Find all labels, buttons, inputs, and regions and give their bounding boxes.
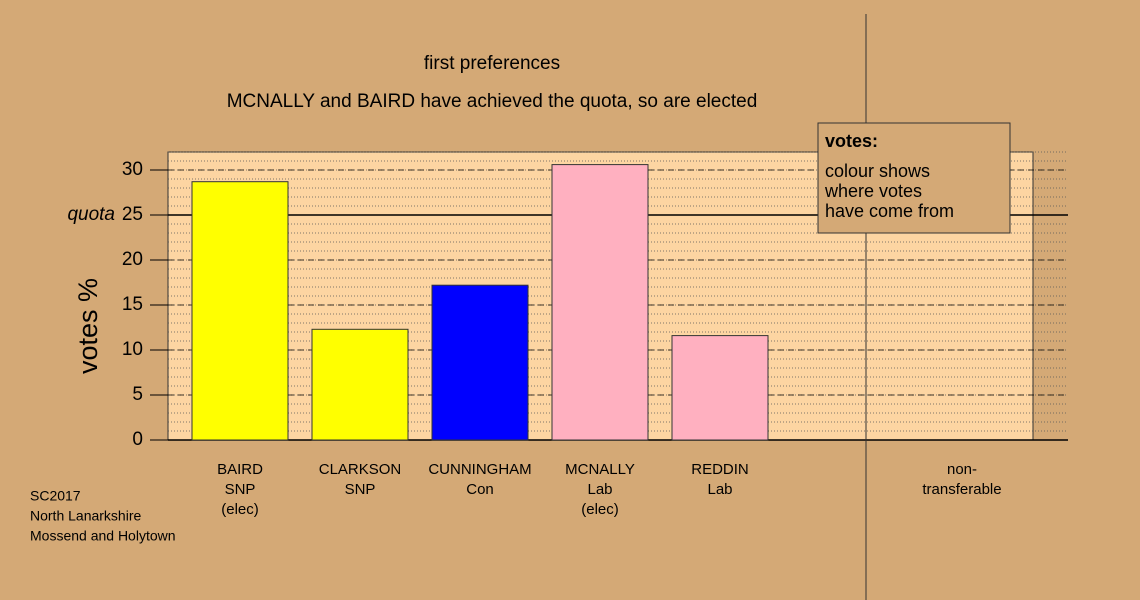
x-tick-label: Con	[466, 481, 494, 498]
x-tick-label: CLARKSON	[319, 461, 402, 478]
y-tick-label: 10	[122, 339, 143, 360]
x-tick-label: (elec)	[581, 501, 619, 518]
legend-text: colour shows	[825, 161, 930, 181]
x-tick-label: non-	[947, 461, 977, 478]
source-text: Mossend and Holytown	[30, 528, 176, 544]
bar	[191, 181, 289, 441]
bar	[431, 284, 529, 441]
bar	[671, 335, 769, 441]
y-tick-label: 0	[132, 429, 143, 450]
legend-box	[817, 122, 1011, 234]
y-tick-label: 15	[122, 294, 143, 315]
y-axis-title: votes %	[73, 278, 103, 374]
quota-label: quota	[67, 204, 115, 225]
bar	[551, 164, 649, 441]
x-tick-label: transferable	[922, 481, 1001, 498]
bar	[311, 328, 409, 441]
y-tick-label: 30	[122, 159, 143, 180]
x-tick-label: SNP	[345, 481, 376, 498]
source-text: North Lanarkshire	[30, 508, 141, 524]
x-tick-label: SNP	[225, 481, 256, 498]
x-tick-label: Lab	[587, 481, 612, 498]
legend-title: votes:	[825, 131, 878, 151]
x-tick-label: BAIRD	[217, 461, 263, 478]
y-tick-label: 25	[122, 204, 143, 225]
y-tick-label: 5	[132, 384, 143, 405]
legend-text: where votes	[824, 181, 922, 201]
y-tick-label: 20	[122, 249, 143, 270]
x-tick-label: Lab	[707, 481, 732, 498]
x-tick-label: CUNNINGHAM	[428, 461, 531, 478]
x-tick-label: MCNALLY	[565, 461, 635, 478]
chart-subtitle: MCNALLY and BAIRD have achieved the quot…	[227, 91, 758, 112]
x-tick-label: (elec)	[221, 501, 259, 518]
x-tick-label: REDDIN	[691, 461, 749, 478]
source-text: SC2017	[30, 488, 81, 504]
chart-title: first preferences	[424, 53, 560, 74]
legend-text: have come from	[825, 201, 954, 221]
